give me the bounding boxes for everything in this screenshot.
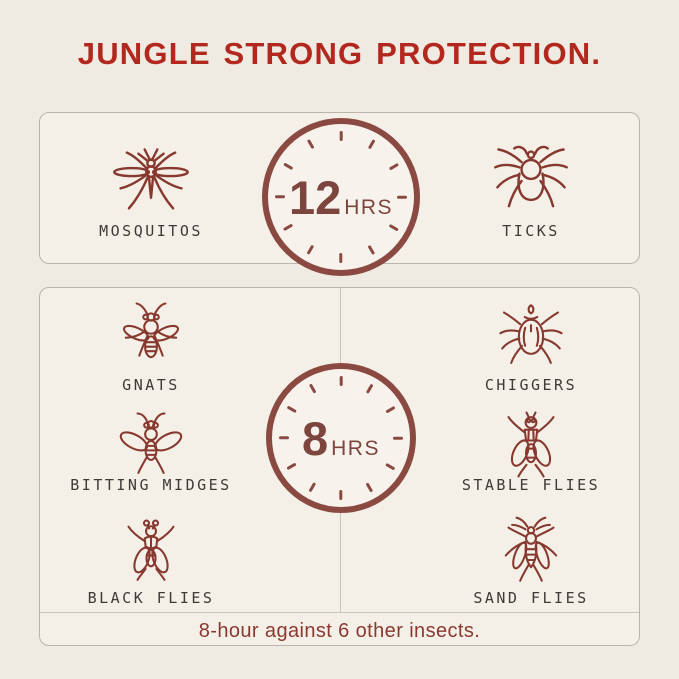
clock-8hrs-face: 8 HRS: [302, 415, 380, 462]
insect-label-stable-flies: STABLE FLIES: [461, 476, 601, 494]
insect-label-ticks: TICKS: [502, 222, 560, 240]
biting-midge-icon: [115, 409, 187, 481]
panel-12hr: MOSQUITOS 12 HRS: [39, 112, 640, 276]
clock-12hrs-face: 12 HRS: [289, 174, 393, 221]
clock-8hrs: 8 HRS: [266, 363, 416, 513]
insect-label-mosquitos: MOSQUITOS: [99, 222, 203, 240]
footer-claim: 8-hour against 6 other insects.: [198, 620, 481, 642]
insect-label-chiggers: CHIGGERS: [484, 376, 578, 394]
footer-divider: [40, 612, 639, 613]
clock-hours-unit: HRS: [344, 195, 394, 219]
panel-8hr: GNATS BITTING MIDGES: [39, 287, 640, 646]
insect-label-black-flies: BLACK FLIES: [87, 589, 215, 607]
sand-fly-icon: [495, 515, 567, 587]
mosquito-icon: [109, 139, 193, 223]
tick-icon: [489, 139, 573, 223]
clock-hours-value: 8: [302, 411, 329, 465]
clock-tick-marks: [268, 124, 414, 270]
clock-hours-unit: HRS: [331, 436, 380, 460]
insect-label-gnats: GNATS: [122, 376, 180, 394]
black-fly-icon: [115, 515, 187, 587]
stable-fly-icon: [495, 409, 567, 481]
insect-label-biting-midges: BITTING MIDGES: [70, 476, 232, 494]
clock-tick-marks: [272, 369, 410, 507]
clock-hours-value: 12: [288, 170, 342, 224]
insect-label-sand-flies: SAND FLIES: [473, 589, 589, 607]
clock-12hrs: 12 HRS: [262, 118, 420, 276]
page-title: JUNGLE STRONG PROTECTION.: [77, 36, 602, 71]
chigger-icon: [495, 299, 567, 371]
gnat-icon: [115, 299, 187, 371]
